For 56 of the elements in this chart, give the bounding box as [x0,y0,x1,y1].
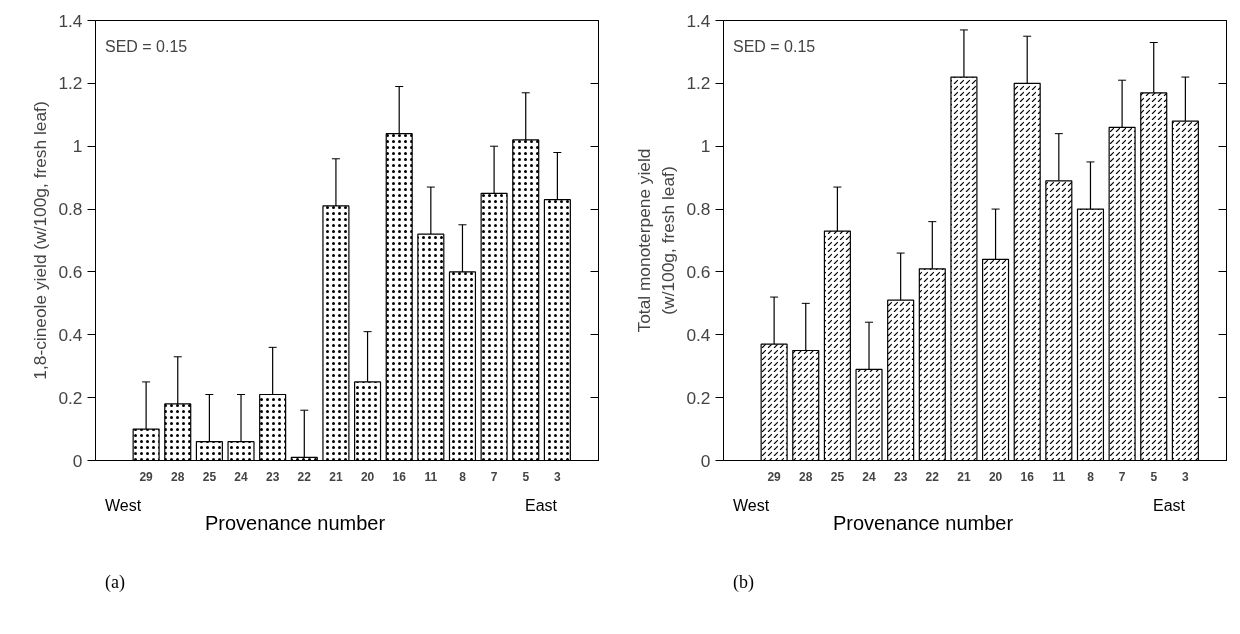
x-tick-label: 24 [862,469,877,484]
y-tick-label: 1.4 [686,10,711,31]
text: East [1153,496,1186,516]
x-tick-label: 21 [957,469,971,484]
x-tick-label: 16 [1020,469,1035,484]
x-tick-label: 3 [1182,469,1190,484]
x-tick-label: 29 [767,469,782,484]
y-tick-label: 0.2 [686,387,711,408]
y-tick-label: 0 [72,450,83,471]
x-tick-label: 20 [360,469,375,484]
x-tick-label: 11 [1052,469,1066,484]
x-tick-label: 11 [424,469,438,484]
text: West [105,496,142,516]
x-tick-label: 7 [1118,469,1126,484]
x-tick-label: 28 [799,469,813,484]
x-tick-label: 22 [925,469,940,484]
y-tick-label: 1.2 [686,73,711,94]
y-tick-label: 1 [72,136,83,157]
x-tick-label: 21 [329,469,343,484]
y-tick-label: 0.8 [58,199,83,220]
y-tick-label: 0.6 [58,261,83,282]
y-tick-label: 0.6 [686,261,711,282]
x-tick-label: 5 [1150,469,1158,484]
x-tick-label: 8 [459,469,467,484]
x-tick-label: 16 [392,469,407,484]
x-tick-label: 8 [1087,469,1095,484]
x-axis-title: Provenance number [205,511,386,536]
x-tick-label: 25 [202,469,217,484]
x-tick-label: 28 [171,469,185,484]
x-tick-label: 22 [297,469,312,484]
x-tick-label: 23 [265,469,280,484]
y-axis-title: Total monoterpene yield (w/100g, fresh leaf) [634,148,679,333]
x-axis-title: Provenance number [833,511,1014,536]
x-tick-label: 3 [554,469,562,484]
x-tick-label: 24 [234,469,249,484]
y-tick-label: 0.4 [686,324,711,345]
y-tick-label: 1.2 [58,73,83,94]
text: (b) [733,571,754,594]
y-tick-label: 0.2 [58,387,83,408]
y-tick-label: 1 [700,136,711,157]
x-tick-label: 5 [522,469,530,484]
y-tick-label: 0 [700,450,711,471]
x-tick-label: 7 [490,469,498,484]
text: (a) [105,571,125,594]
annotation: SED = 0.15 [732,38,816,56]
text: East [525,496,558,516]
x-tick-label: 23 [893,469,908,484]
x-tick-label: 20 [988,469,1003,484]
y-tick-label: 1.4 [58,10,83,31]
y-axis-title: 1,8-cineole yield (w/100g, fresh leaf) [30,101,51,380]
annotation: SED = 0.15 [104,38,188,56]
x-tick-label: 29 [139,469,154,484]
x-tick-label: 25 [830,469,845,484]
y-tick-label: 0.8 [686,199,711,220]
text: West [733,496,770,516]
y-tick-label: 0.4 [58,324,83,345]
